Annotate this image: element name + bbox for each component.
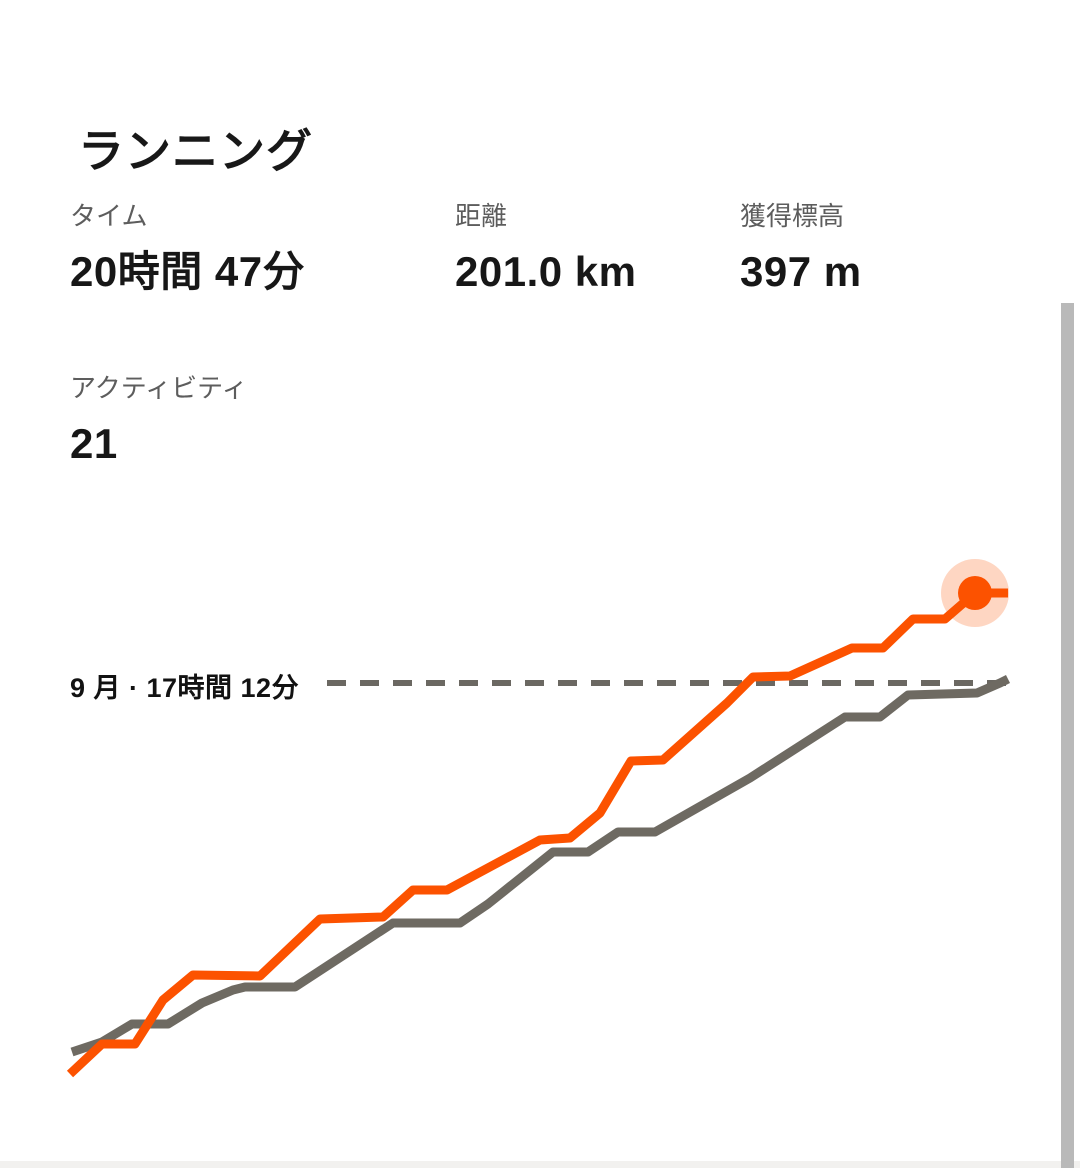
stat-elevation: 獲得標高 397 m xyxy=(740,200,862,296)
stat-elevation-value: 397 m xyxy=(740,248,862,295)
stat-time: タイム 20時間 47分 xyxy=(70,200,305,296)
stat-distance-value: 201.0 km xyxy=(455,248,637,295)
scrollbar-thumb[interactable] xyxy=(1061,303,1074,1168)
stat-distance: 距離 201.0 km xyxy=(455,200,636,296)
stat-activities-value: 21 xyxy=(70,420,118,467)
current-position-dot xyxy=(958,576,992,610)
stat-time-label: タイム xyxy=(70,201,148,231)
current-month-line xyxy=(66,588,1008,1078)
previous-month-reference-label: 9 月 · 17時間 12分 xyxy=(70,673,300,703)
page-title: ランニング xyxy=(78,124,313,177)
previous-month-line xyxy=(70,674,1011,1057)
stat-time-value: 20時間 47分 xyxy=(70,248,306,295)
stat-activities-label: アクティビティ xyxy=(70,373,248,403)
stat-distance-label: 距離 xyxy=(455,201,508,231)
stat-elevation-label: 獲得標高 xyxy=(740,201,845,231)
stat-activities: アクティビティ 21 xyxy=(70,372,248,468)
section-divider xyxy=(0,1161,1080,1168)
